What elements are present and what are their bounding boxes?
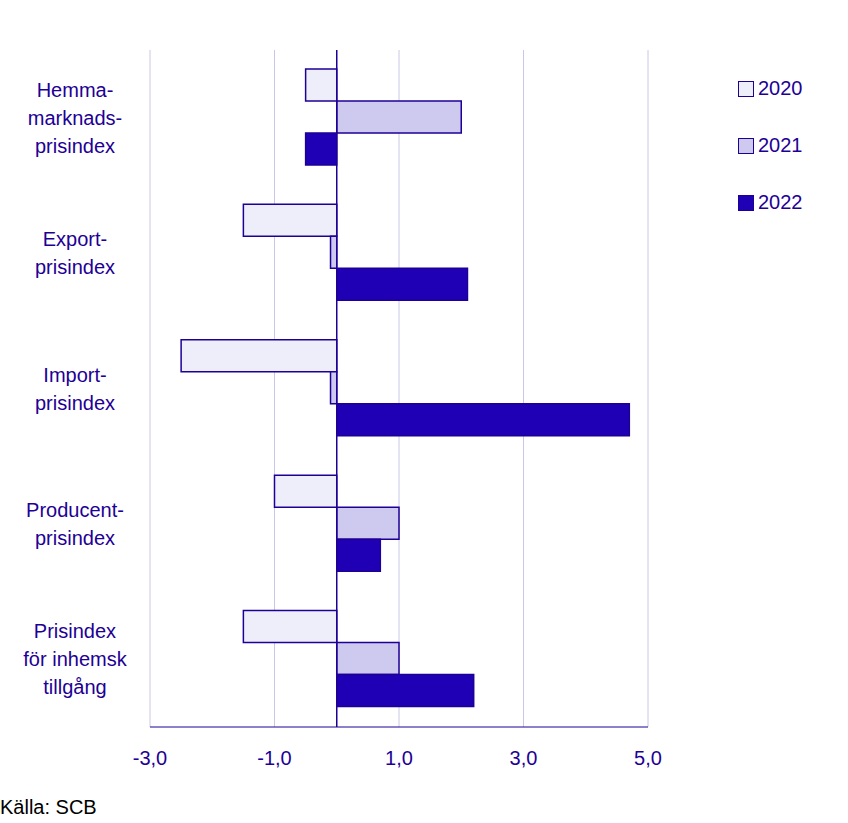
html-text:2021: 2021	[758, 134, 803, 156]
svg-text:Export-prisindex: Export-prisindex	[35, 228, 115, 278]
svg-text:5,0: 5,0	[634, 747, 662, 769]
svg-text:Import-prisindex: Import-prisindex	[35, 364, 115, 414]
html-text:2022: 2022	[758, 191, 803, 213]
svg-text:Prisindexför inhemsktillgång: Prisindexför inhemsktillgång	[23, 620, 127, 698]
html-text:2020: 2020	[758, 77, 803, 99]
svg-text:-3,0: -3,0	[133, 747, 167, 769]
svg-text:1,0: 1,0	[385, 747, 413, 769]
html-text:Källa: SCB: Källa: SCB	[0, 796, 97, 818]
svg-text:-1,0: -1,0	[257, 747, 291, 769]
svg-text:Hemma-marknads-prisindex: Hemma-marknads-prisindex	[28, 79, 122, 157]
svg-text:Producent-prisindex: Producent-prisindex	[26, 499, 124, 549]
svg-text:3,0: 3,0	[510, 747, 538, 769]
